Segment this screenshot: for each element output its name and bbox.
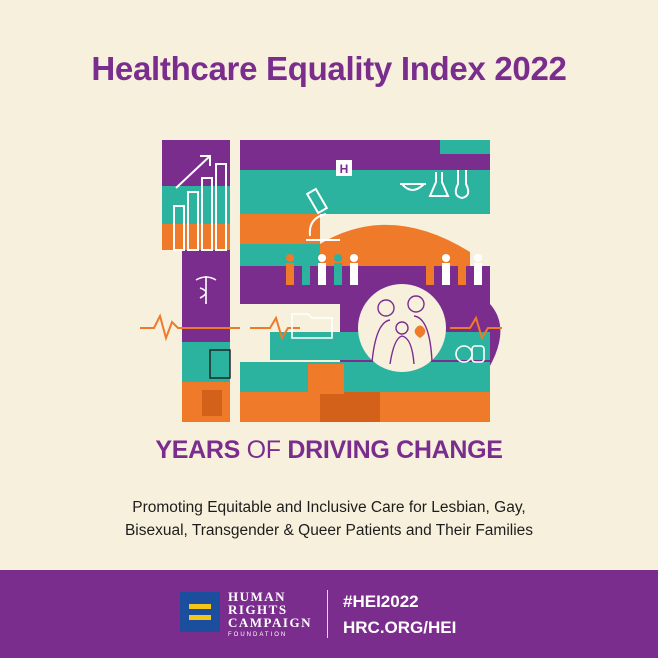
logo-line-1: HUMAN bbox=[228, 589, 287, 604]
subtitle-line-1: Promoting Equitable and Inclusive Care f… bbox=[132, 499, 526, 516]
hospital-icon: H bbox=[336, 160, 352, 176]
digit-one bbox=[162, 140, 230, 422]
subtitle-line-2: Bisexual, Transgender & Queer Patients a… bbox=[124, 522, 534, 539]
bar-chart-icon bbox=[173, 155, 227, 251]
family-portrait-icon bbox=[358, 284, 446, 372]
tagline-of: OF bbox=[246, 436, 281, 464]
website-link[interactable]: HRC.ORG/HEI bbox=[343, 618, 457, 637]
tagline-driving: DRIVING CHANGE bbox=[287, 436, 503, 464]
svg-text:H: H bbox=[340, 162, 349, 176]
folder-icon bbox=[291, 313, 333, 339]
footer-bar: HUMAN RIGHTS CAMPAIGN FOUNDATION #HEI202… bbox=[0, 570, 658, 658]
microscope-icon bbox=[305, 187, 340, 241]
fifteen-illustration: H bbox=[140, 140, 502, 422]
footer-divider bbox=[327, 590, 328, 638]
heartbeat-line-icon bbox=[140, 313, 502, 342]
logo-line-3: CAMPAIGN bbox=[228, 615, 312, 630]
people-row-icon bbox=[286, 254, 482, 285]
book-icon bbox=[209, 349, 231, 379]
tagline: YEARS OF DRIVING CHANGE bbox=[0, 436, 658, 465]
lab-flasks-icon bbox=[400, 170, 470, 200]
subtitle: Promoting Equitable and Inclusive Care f… bbox=[0, 496, 658, 542]
tagline-years: YEARS bbox=[155, 436, 240, 464]
caduceus-icon bbox=[195, 276, 217, 304]
hashtag-text: #HEI2022 bbox=[343, 592, 419, 611]
logo-line-4: FOUNDATION bbox=[228, 632, 288, 638]
equality-logo-icon bbox=[180, 592, 220, 632]
page-title: Healthcare Equality Index 2022 bbox=[91, 50, 567, 87]
logo-line-2: RIGHTS bbox=[228, 602, 288, 617]
pill-bottle-icon bbox=[455, 345, 485, 363]
hrc-logo-text: HUMAN RIGHTS CAMPAIGN FOUNDATION bbox=[228, 590, 312, 642]
